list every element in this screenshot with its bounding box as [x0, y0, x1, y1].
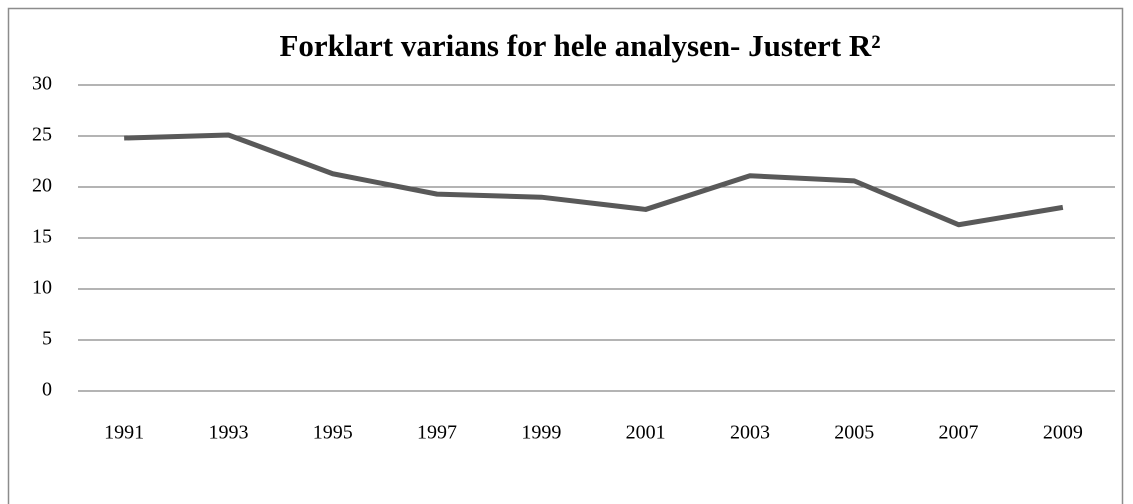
x-tick-label: 2005: [834, 422, 874, 444]
data-line: [124, 132, 1064, 228]
x-tick-label: 2003: [730, 422, 770, 444]
y-tick-label: 15: [32, 226, 52, 248]
x-tick-label: 2009: [1043, 422, 1083, 444]
x-tick-label: 1991: [104, 422, 144, 444]
x-tick-label: 1993: [208, 422, 248, 444]
y-tick-label: 0: [42, 379, 52, 401]
y-tick-label: 25: [32, 124, 52, 146]
x-tick-label: 1997: [417, 422, 457, 444]
x-tick-label: 1995: [313, 422, 353, 444]
chart-border: [7, 7, 1124, 504]
y-tick-label: 10: [32, 277, 52, 299]
chart-title: Forklart varians for hele analysen- Just…: [279, 28, 880, 63]
x-tick-label: 2001: [626, 422, 666, 444]
y-tick-label: 30: [32, 73, 52, 95]
x-tick-label: 2007: [939, 422, 979, 444]
y-tick-label: 5: [42, 328, 52, 350]
x-tick-label: 1999: [521, 422, 561, 444]
y-tick-label: 20: [32, 175, 52, 197]
